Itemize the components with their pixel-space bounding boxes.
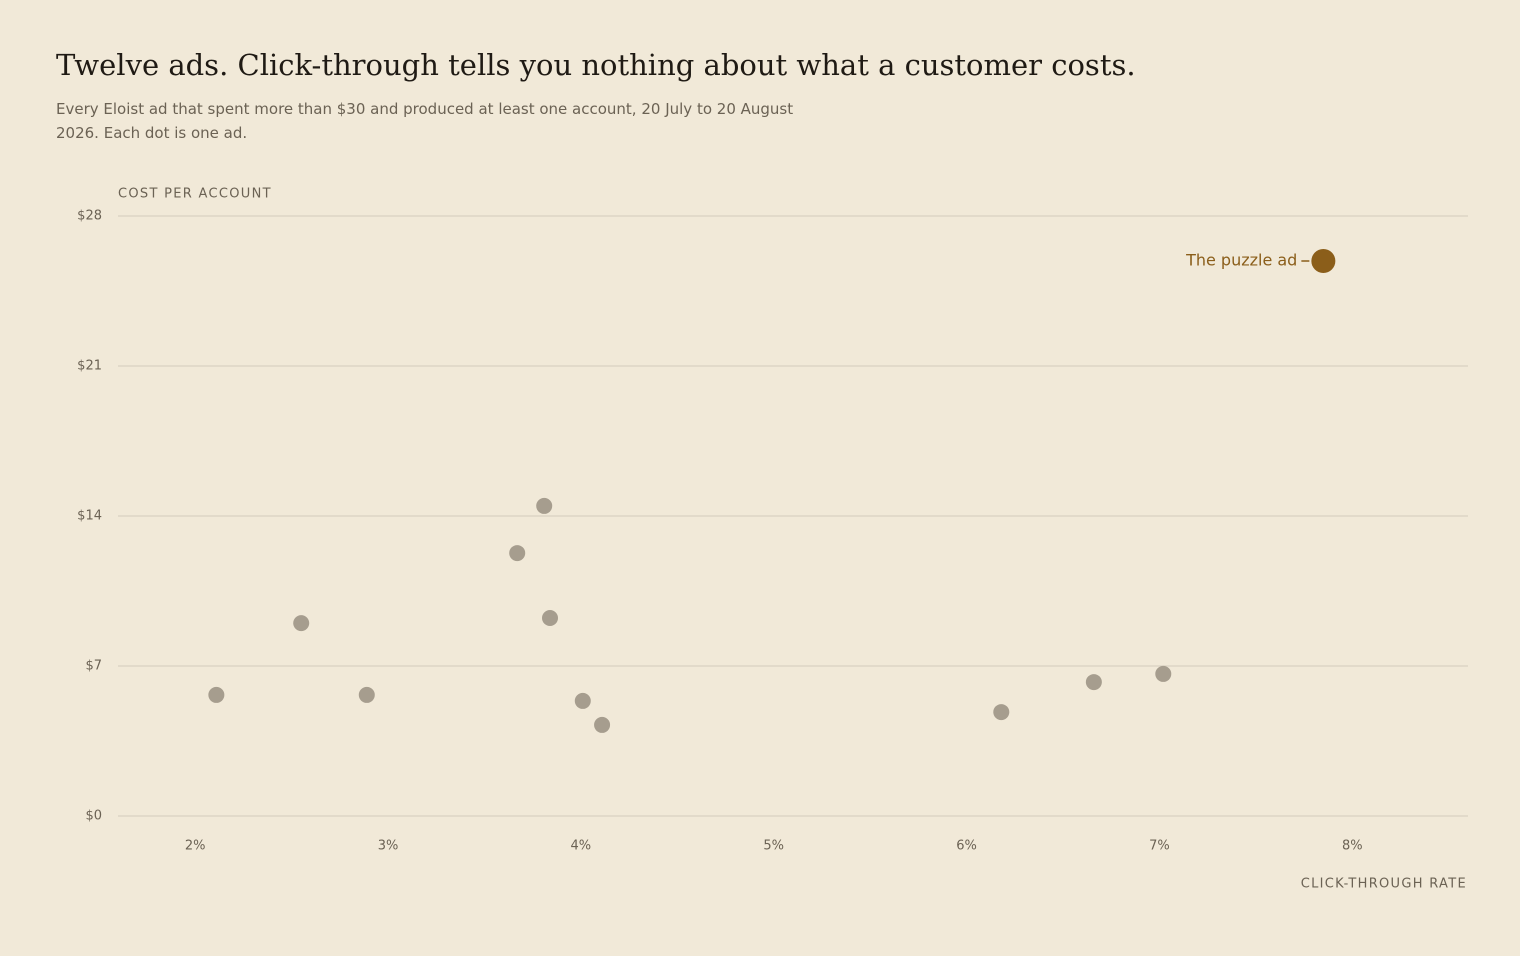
data-point bbox=[208, 686, 225, 703]
y-tick-label: $28 bbox=[77, 209, 102, 224]
x-tick-label: 5% bbox=[763, 839, 784, 854]
data-point bbox=[574, 692, 591, 709]
data-point bbox=[1085, 674, 1102, 691]
y-tick-label: $21 bbox=[77, 359, 102, 374]
y-tick-label: $14 bbox=[77, 509, 102, 524]
x-tick-label: 6% bbox=[956, 839, 977, 854]
annotation-label: The puzzle ad bbox=[1185, 251, 1297, 270]
data-point bbox=[1155, 665, 1172, 682]
data-point bbox=[594, 716, 611, 733]
data-point bbox=[509, 545, 526, 562]
y-tick-label: $0 bbox=[85, 809, 102, 824]
chart-title: Twelve ads. Click-through tells you noth… bbox=[56, 48, 1136, 82]
x-axis-label: CLICK-THROUGH RATE bbox=[1301, 877, 1467, 892]
x-tick-label: 3% bbox=[378, 839, 399, 854]
y-tick-label: $7 bbox=[85, 659, 102, 674]
data-point bbox=[542, 610, 558, 626]
x-tick-label: 4% bbox=[571, 839, 592, 854]
y-axis-label: COST PER ACCOUNT bbox=[118, 187, 272, 202]
data-point bbox=[536, 497, 553, 514]
data-point bbox=[358, 686, 375, 703]
data-point bbox=[993, 704, 1010, 721]
x-tick-label: 7% bbox=[1149, 839, 1170, 854]
x-tick-label: 8% bbox=[1342, 839, 1363, 854]
x-tick-label: 2% bbox=[185, 839, 206, 854]
chart-subtitle: Every Eloist ad that spent more than $30… bbox=[56, 100, 794, 142]
data-point bbox=[293, 615, 310, 632]
data-point bbox=[1311, 249, 1336, 273]
